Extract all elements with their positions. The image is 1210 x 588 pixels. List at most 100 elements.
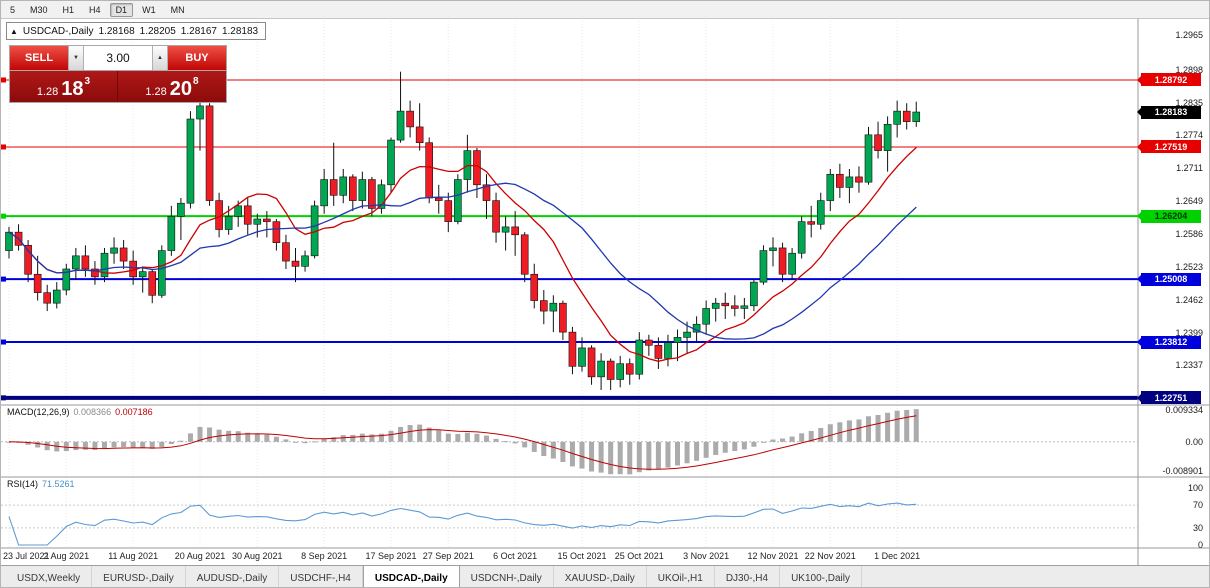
candle-body	[912, 111, 921, 122]
macd-histogram-bar	[273, 436, 279, 442]
price-tick-label: 1.2586	[1175, 229, 1203, 240]
macd-histogram-bar	[579, 441, 585, 469]
macd-histogram-bar	[73, 441, 79, 451]
macd-histogram-bar	[837, 422, 843, 442]
price-line-badge[interactable]: 1.25008	[1137, 272, 1201, 286]
macd-histogram-bar	[436, 430, 442, 442]
macd-histogram-bar	[636, 441, 642, 473]
date-label: 2 Aug 2021	[43, 551, 90, 561]
macd-histogram-bar	[560, 441, 566, 462]
date-label: 6 Oct 2021	[493, 551, 538, 561]
macd-histogram-bar	[235, 431, 241, 442]
chart-tab-usdx[interactable]: USDX,Weekly	[6, 566, 93, 587]
candle-body	[320, 179, 328, 207]
macd-histogram-bar	[168, 441, 174, 444]
rsi-axis-label: 30	[1192, 522, 1203, 533]
macd-histogram-bar	[550, 441, 556, 459]
timeframe-button-d1[interactable]: D1	[109, 2, 134, 17]
candle-body	[243, 205, 252, 225]
candle-body	[702, 308, 710, 325]
chart-tab-usdcnh[interactable]: USDCNH-,Daily	[460, 566, 554, 587]
bid-price-display[interactable]: 1.28 18 3	[10, 71, 118, 102]
timeframe-button-m30[interactable]: M30	[30, 4, 48, 15]
timeframe-button-w1[interactable]: W1	[142, 4, 156, 15]
badge-arrow-icon	[1137, 108, 1141, 117]
candle-body	[329, 179, 338, 196]
candle-body	[511, 226, 519, 236]
price-line-badge[interactable]: 1.27519	[1137, 140, 1201, 154]
candle-body	[444, 200, 453, 222]
candle-body	[110, 247, 118, 254]
badge-arrow-icon	[1137, 75, 1141, 84]
rsi-axis-label: 100	[1187, 483, 1203, 493]
timeframe-button-5[interactable]: 5	[10, 4, 16, 15]
candle-body	[778, 247, 787, 275]
one-click-collapse-icon[interactable]: ▲	[10, 26, 18, 36]
bid-pip: 3	[84, 76, 91, 87]
chart-tab-ukoil[interactable]: UKOil-,H1	[647, 566, 715, 587]
volume-increase-button[interactable]: ▲	[152, 46, 168, 70]
timeframe-button-h1[interactable]: H1	[62, 4, 75, 15]
macd-histogram-bar	[245, 432, 251, 442]
sell-button[interactable]: SELL	[10, 46, 68, 70]
chart-tab-bar: USDX,Weekly EURUSD-,Daily AUDUSD-,Daily USD…	[1, 565, 1209, 587]
macd-histogram-bar	[885, 412, 891, 442]
macd-histogram-bar	[226, 430, 232, 442]
candle-body	[816, 200, 825, 225]
ask-price-display[interactable]: 1.28 20 8	[118, 71, 226, 102]
candle-body	[539, 300, 548, 312]
price-line-badge[interactable]: 1.22751	[1137, 391, 1201, 405]
date-label: 30 Aug 2021	[232, 551, 283, 561]
candle-body	[597, 360, 605, 378]
macd-histogram-bar	[713, 441, 719, 455]
chart-tab-dj30[interactable]: DJ30-,H4	[715, 566, 781, 587]
volume-decrease-button[interactable]: ▼	[68, 46, 84, 70]
macd-histogram-bar	[6, 441, 12, 443]
chart-tab-eurusd[interactable]: EURUSD-,Daily	[92, 566, 186, 587]
date-label: 27 Sep 2021	[422, 551, 474, 561]
timeframe-button-mn[interactable]: MN	[170, 4, 185, 15]
macd-signal-value: 0.007186	[115, 407, 153, 417]
candle-body	[530, 273, 539, 301]
macd-histogram-bar	[178, 440, 184, 442]
date-label: 12 Nov 2021	[747, 551, 799, 561]
chart-canvas[interactable]	[1, 1, 1210, 565]
price-line-badge[interactable]: 1.26204	[1137, 209, 1201, 223]
candle-body	[902, 110, 911, 122]
macd-histogram-bar	[493, 438, 499, 442]
candle-body	[196, 105, 204, 120]
candle-body	[148, 271, 157, 296]
chart-tab-uk100[interactable]: UK100-,Daily	[780, 566, 862, 587]
candle-body	[740, 305, 749, 309]
macd-histogram-bar	[25, 441, 31, 445]
price-line-badge[interactable]: 1.28792	[1137, 73, 1201, 87]
chart-tab-usdcad[interactable]: USDCAD-,Daily	[362, 565, 460, 587]
candle-body	[415, 126, 424, 144]
macd-histogram-bar	[111, 441, 117, 448]
candle-body	[750, 281, 758, 307]
buy-button[interactable]: BUY	[168, 46, 226, 70]
date-label: 17 Sep 2021	[365, 551, 417, 561]
chart-tab-xauusd[interactable]: XAUUSD-,Daily	[554, 566, 647, 587]
candle-body	[730, 305, 739, 309]
rsi-axis-label: 70	[1192, 500, 1203, 511]
macd-histogram-bar	[63, 441, 69, 452]
macd-histogram-bar	[646, 441, 652, 471]
badge-arrow-icon	[1137, 212, 1141, 221]
badge-arrow-icon	[1137, 275, 1141, 284]
one-click-trading-panel: SELL ▼ 3.00 ▲ BUY 1.28 18 3 1.28 20 8	[9, 45, 227, 103]
candle-body	[664, 342, 672, 359]
rsi-value: 71.5261	[42, 479, 75, 489]
chart-tab-usdchf[interactable]: USDCHF-,H4	[279, 566, 363, 587]
macd-histogram-bar	[665, 441, 671, 468]
candle-body	[645, 339, 653, 346]
macd-histogram-bar	[522, 441, 528, 448]
chart-tab-audusd[interactable]: AUDUSD-,Daily	[186, 566, 280, 587]
macd-histogram-bar	[760, 441, 766, 443]
candle-body	[91, 268, 99, 278]
volume-input[interactable]: 3.00	[84, 46, 152, 70]
price-line-badge[interactable]: 1.23812	[1137, 335, 1201, 349]
timeframe-button-h4[interactable]: H4	[89, 4, 101, 15]
macd-histogram-bar	[569, 441, 575, 467]
